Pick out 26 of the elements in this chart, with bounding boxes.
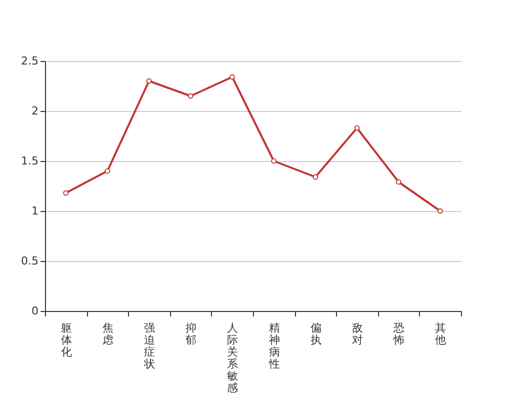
point	[354, 125, 360, 131]
point	[437, 208, 443, 214]
y-tick-label: 0.5	[21, 254, 38, 268]
point	[312, 174, 318, 180]
point	[63, 190, 69, 196]
x-tick-label: 躯体化	[60, 322, 72, 358]
y-tick-label: 2.5	[21, 54, 38, 68]
point	[396, 179, 402, 185]
point	[146, 78, 152, 84]
x-tick-label: 恐怖	[392, 322, 405, 346]
point	[271, 158, 277, 164]
x-tick-label: 其他	[435, 322, 446, 346]
x-tick-label: 强迫症状	[143, 322, 155, 370]
y-tick-label: 1	[32, 204, 38, 218]
x-tick-label: 偏执	[310, 322, 322, 346]
point	[229, 74, 235, 80]
y-tick-label: 0	[32, 304, 38, 318]
x-tick-label: 人际关系敏感	[227, 322, 238, 394]
y-tick-label: 2	[32, 104, 38, 118]
x-tick-label: 敌对	[352, 322, 363, 346]
point	[104, 168, 110, 174]
y-tick-label: 1.5	[21, 154, 38, 168]
x-tick-label: 抑郁	[186, 322, 197, 346]
point	[188, 93, 194, 99]
x-tick-label: 焦虑	[102, 322, 114, 346]
x-tick-label: 精神病性	[268, 322, 280, 370]
